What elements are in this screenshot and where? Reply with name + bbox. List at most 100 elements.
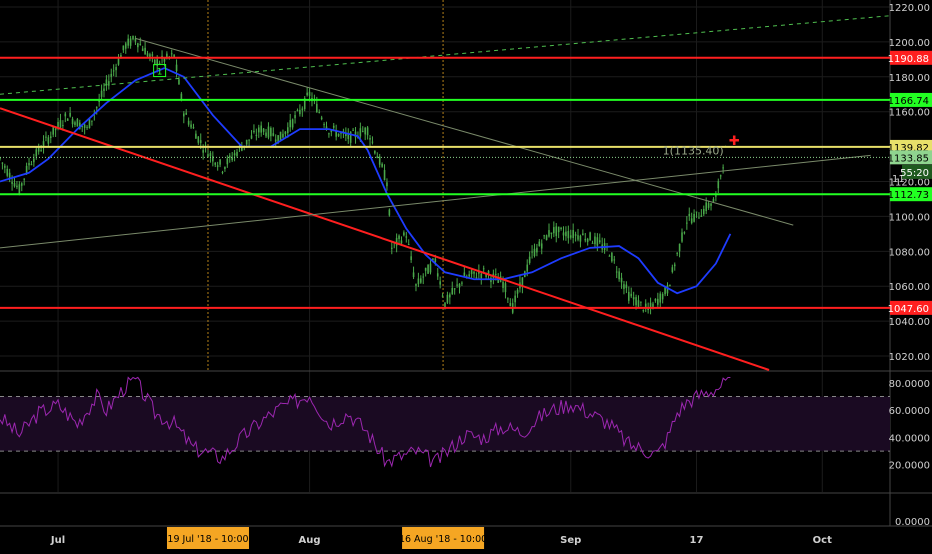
candle-body: [584, 238, 587, 241]
candle-body: [11, 181, 13, 184]
candle-body: [318, 112, 321, 114]
candle-body: [231, 157, 233, 161]
candle-body: [543, 235, 545, 237]
candle-body: [545, 235, 548, 241]
candle-body: [715, 195, 717, 197]
candle-body: [560, 227, 562, 230]
candle-body: [504, 283, 507, 293]
level-badge: [890, 300, 932, 315]
candle-body: [562, 232, 565, 236]
candle-body: [407, 244, 410, 246]
candle-body: [494, 274, 497, 276]
candle-body: [611, 252, 613, 262]
candle-body: [516, 289, 519, 294]
candle-body: [598, 240, 601, 243]
price-tick-label: 1120.00: [889, 178, 930, 189]
candle-body: [325, 126, 328, 130]
candle-body: [224, 167, 226, 169]
trend-line[interactable]: [0, 154, 871, 249]
candle-body: [183, 113, 185, 117]
candle-body: [632, 297, 635, 300]
candle-body: [282, 133, 284, 138]
oscillator-line: [0, 376, 731, 468]
candle-body: [383, 170, 386, 181]
candle-body: [381, 163, 383, 167]
candle-body: [16, 185, 18, 188]
candle-body: [110, 73, 113, 77]
fib-label: 1(1135.40): [663, 144, 724, 157]
candle-body: [296, 110, 299, 112]
candle-body: [676, 252, 678, 254]
candle-body: [478, 271, 480, 274]
candle-body: [463, 272, 466, 278]
candle-body: [649, 302, 652, 308]
candle-body: [250, 135, 253, 139]
candle-body: [371, 141, 374, 143]
candle-body: [253, 130, 255, 133]
candle-body: [567, 231, 570, 239]
time-tick-label: Jul: [50, 535, 65, 546]
candle-body: [108, 81, 110, 86]
candle-body: [618, 271, 620, 280]
candle-body: [221, 171, 224, 173]
candle-body: [214, 162, 217, 165]
candle-body: [320, 117, 323, 120]
candle-body: [374, 150, 376, 154]
candle-body: [647, 309, 649, 311]
candle-body: [42, 141, 45, 147]
price-tick-label: 1080.00: [889, 247, 930, 258]
candle-body: [98, 100, 100, 102]
candle-body: [710, 203, 712, 206]
candle-body: [475, 277, 478, 279]
candle-body: [579, 235, 582, 242]
date-badge-label: 19 Jul '18 - 10:00: [167, 534, 248, 545]
countdown-badge: [902, 164, 932, 179]
candle-body: [705, 202, 707, 211]
candle-body: [219, 159, 221, 165]
candle-body: [487, 270, 490, 274]
candle-body: [279, 131, 282, 141]
candle-body: [115, 67, 117, 71]
level-badge-label: 1190.88: [888, 54, 929, 65]
time-tick-label: Sep: [560, 535, 581, 546]
candle-body: [8, 172, 11, 179]
candle-body: [170, 53, 173, 55]
candle-body: [33, 158, 35, 163]
candle-body: [192, 127, 195, 129]
candle-body: [538, 241, 541, 247]
candle-body: [591, 242, 594, 244]
level-badge-label: 1133.85: [888, 153, 929, 164]
candle-body: [722, 167, 724, 169]
candle-body: [91, 120, 93, 122]
price-tick-label: 1220.00: [889, 3, 930, 14]
candle-body: [441, 295, 444, 297]
candle-body: [429, 263, 432, 273]
candle-body: [153, 59, 156, 64]
dashed-channel-line[interactable]: [0, 15, 891, 95]
candle-body: [127, 38, 129, 46]
candle-body: [594, 236, 596, 245]
price-tick-label: 1060.00: [889, 282, 930, 293]
time-tick-label: Oct: [813, 535, 832, 546]
candle-body: [681, 232, 683, 242]
candle-body: [434, 258, 437, 263]
candle-body: [531, 251, 533, 253]
oscillator-tick-label: 0.0000: [895, 517, 930, 528]
price-tick-label: 1200.00: [889, 38, 930, 49]
candle-body: [528, 256, 531, 263]
candle-body: [180, 93, 183, 100]
small-badge-box: [153, 64, 167, 78]
candle-body: [628, 291, 630, 301]
candle-body: [376, 156, 379, 159]
candle-body: [25, 165, 28, 174]
candle-body: [81, 125, 84, 127]
candle-body: [35, 149, 38, 157]
candle-body: [291, 119, 294, 128]
candle-body: [521, 277, 524, 287]
candle-body: [47, 137, 50, 144]
candle-body: [405, 236, 408, 238]
trend-line[interactable]: [0, 107, 770, 371]
candle-body: [57, 121, 59, 127]
